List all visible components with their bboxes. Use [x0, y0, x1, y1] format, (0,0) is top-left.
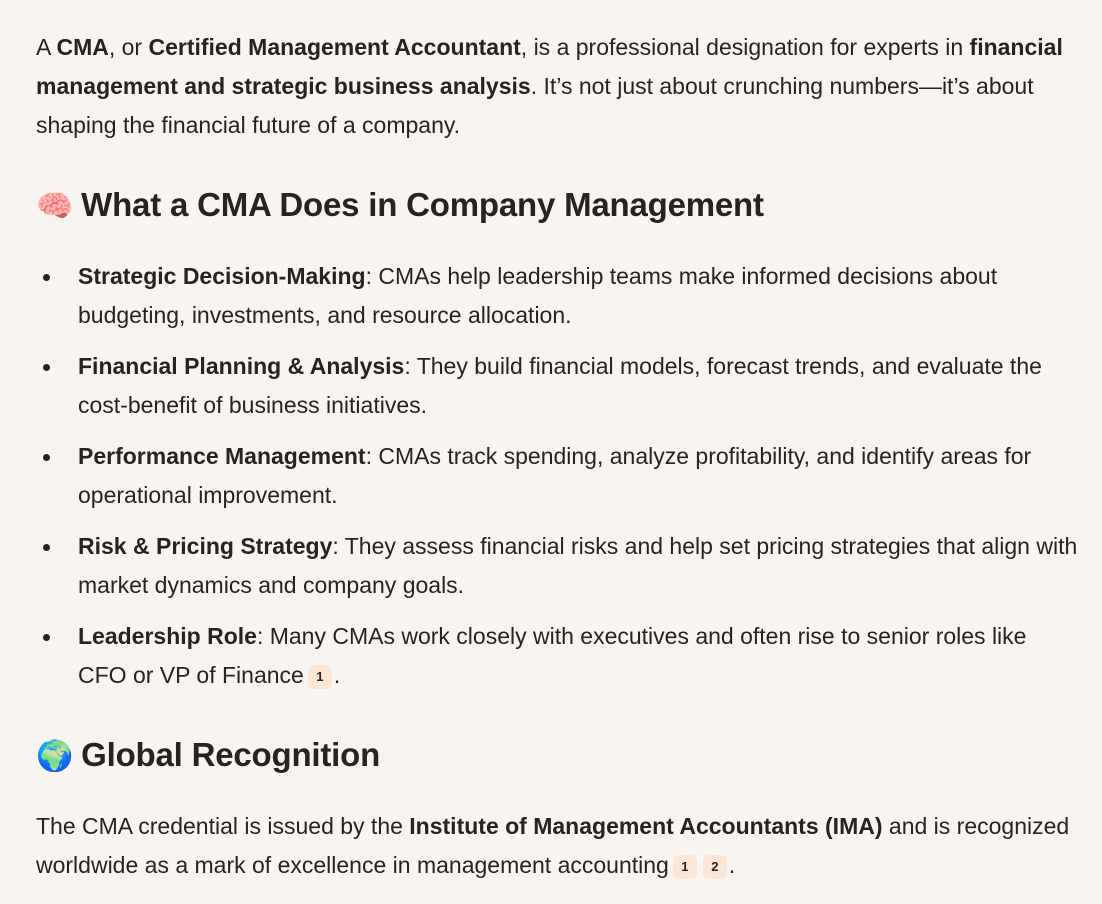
response-content: A CMA, or Certified Management Accountan… — [36, 28, 1081, 885]
list-item: Financial Planning & Analysis: They buil… — [43, 347, 1081, 425]
citation-badge[interactable]: 2 — [702, 855, 727, 879]
item-label: Performance Management — [78, 443, 366, 469]
bold-text: Institute of Management Accountants (IMA… — [409, 813, 883, 839]
list-item: Leadership Role: Many CMAs work closely … — [43, 617, 1081, 695]
punctuation: . — [333, 662, 341, 688]
citation-badge[interactable]: 1 — [307, 665, 332, 689]
text-run: The CMA credential is issued by the — [36, 813, 410, 839]
item-text: : They assess financial risks and help s… — [78, 533, 1078, 598]
section-heading-company-management: 🧠 What a CMA Does in Company Management — [36, 183, 1081, 229]
bold-text: financial management and strategic busin… — [36, 34, 1063, 99]
list-item: Risk & Pricing Strategy: They assess fin… — [43, 527, 1081, 605]
text-run: and is recognized worldwide as a mark of… — [36, 813, 1070, 878]
section-heading-global-recognition: 🌍 Global Recognition — [36, 733, 1081, 779]
recognition-paragraph: The CMA credential is issued by the Inst… — [36, 807, 1081, 885]
list-item: Performance Management: CMAs track spend… — [43, 437, 1081, 515]
item-text: : They build financial models, forecast … — [78, 353, 1042, 418]
item-label: Risk & Pricing Strategy — [78, 533, 333, 559]
item-label: Strategic Decision-Making — [78, 263, 366, 289]
heading-text: Global Recognition — [81, 736, 381, 773]
punctuation: . — [728, 852, 736, 878]
item-label: Financial Planning & Analysis — [78, 353, 405, 379]
item-text: : Many CMAs work closely with executives… — [78, 623, 1027, 688]
heading-text: What a CMA Does in Company Management — [81, 186, 764, 223]
globe-icon: 🌍 — [36, 740, 74, 773]
bold-text: Certified Management Accountant — [148, 34, 521, 60]
text-run: . It’s not just about crunching numbers—… — [36, 73, 1034, 138]
bold-text: CMA — [56, 34, 109, 60]
text-run: , or — [108, 34, 149, 60]
item-text: : CMAs track spending, analyze profitabi… — [78, 443, 1032, 508]
brain-icon: 🧠 — [36, 190, 74, 223]
list-item: Strategic Decision-Making: CMAs help lea… — [43, 257, 1081, 335]
item-label: Leadership Role — [78, 623, 257, 649]
text-run: , is a professional designation for expe… — [520, 34, 970, 60]
text-run: A — [36, 34, 57, 60]
citation-badge[interactable]: 1 — [672, 855, 697, 879]
intro-paragraph: A CMA, or Certified Management Accountan… — [36, 28, 1081, 145]
duties-list: Strategic Decision-Making: CMAs help lea… — [36, 257, 1081, 695]
item-text: : CMAs help leadership teams make inform… — [78, 263, 998, 328]
